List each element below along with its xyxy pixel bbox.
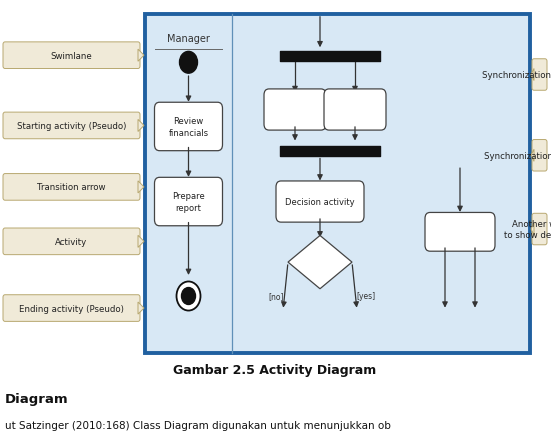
Text: Transition arrow: Transition arrow (37, 183, 106, 192)
Polygon shape (138, 120, 144, 132)
FancyBboxPatch shape (3, 174, 140, 201)
Polygon shape (138, 302, 144, 314)
FancyBboxPatch shape (324, 90, 386, 131)
FancyBboxPatch shape (425, 213, 495, 251)
Polygon shape (138, 50, 144, 62)
Polygon shape (531, 150, 534, 162)
FancyBboxPatch shape (532, 140, 547, 172)
FancyBboxPatch shape (3, 229, 140, 255)
FancyBboxPatch shape (276, 181, 364, 223)
Text: Diagram: Diagram (5, 392, 69, 405)
Text: Prepare
report: Prepare report (172, 192, 205, 212)
Text: Gambar 2.5 Activity Diagram: Gambar 2.5 Activity Diagram (174, 364, 377, 377)
Circle shape (180, 52, 197, 74)
Text: Decision activity: Decision activity (285, 198, 355, 207)
FancyBboxPatch shape (532, 214, 547, 245)
Text: Activity: Activity (55, 237, 88, 246)
Polygon shape (138, 236, 144, 248)
Polygon shape (531, 69, 534, 81)
Text: Synchronization bar (Join): Synchronization bar (Join) (484, 152, 551, 160)
FancyBboxPatch shape (154, 103, 223, 152)
Text: [yes]: [yes] (356, 292, 375, 300)
Polygon shape (288, 236, 352, 289)
Text: Manager: Manager (167, 34, 210, 44)
Text: [no]: [no] (268, 292, 284, 300)
FancyBboxPatch shape (3, 295, 140, 321)
Text: Synchronization bar (Split): Synchronization bar (Split) (482, 71, 551, 80)
FancyBboxPatch shape (145, 15, 530, 353)
FancyBboxPatch shape (3, 113, 140, 139)
Polygon shape (531, 223, 534, 236)
FancyBboxPatch shape (264, 90, 326, 131)
Text: Another way
to show decision: Another way to show decision (504, 219, 551, 240)
Circle shape (181, 288, 196, 305)
Text: Review
financials: Review financials (169, 117, 209, 137)
Text: ut Satzinger (2010:168) Class Diagram digunakan untuk menunjukkan ob: ut Satzinger (2010:168) Class Diagram di… (5, 420, 391, 430)
Polygon shape (138, 181, 144, 194)
Text: Ending activity (Pseudo): Ending activity (Pseudo) (19, 304, 124, 313)
FancyBboxPatch shape (154, 178, 223, 226)
Text: Starting activity (Pseudo): Starting activity (Pseudo) (17, 122, 126, 131)
Text: Swimlane: Swimlane (51, 52, 93, 60)
FancyBboxPatch shape (3, 43, 140, 69)
Circle shape (176, 282, 201, 311)
FancyBboxPatch shape (532, 60, 547, 91)
